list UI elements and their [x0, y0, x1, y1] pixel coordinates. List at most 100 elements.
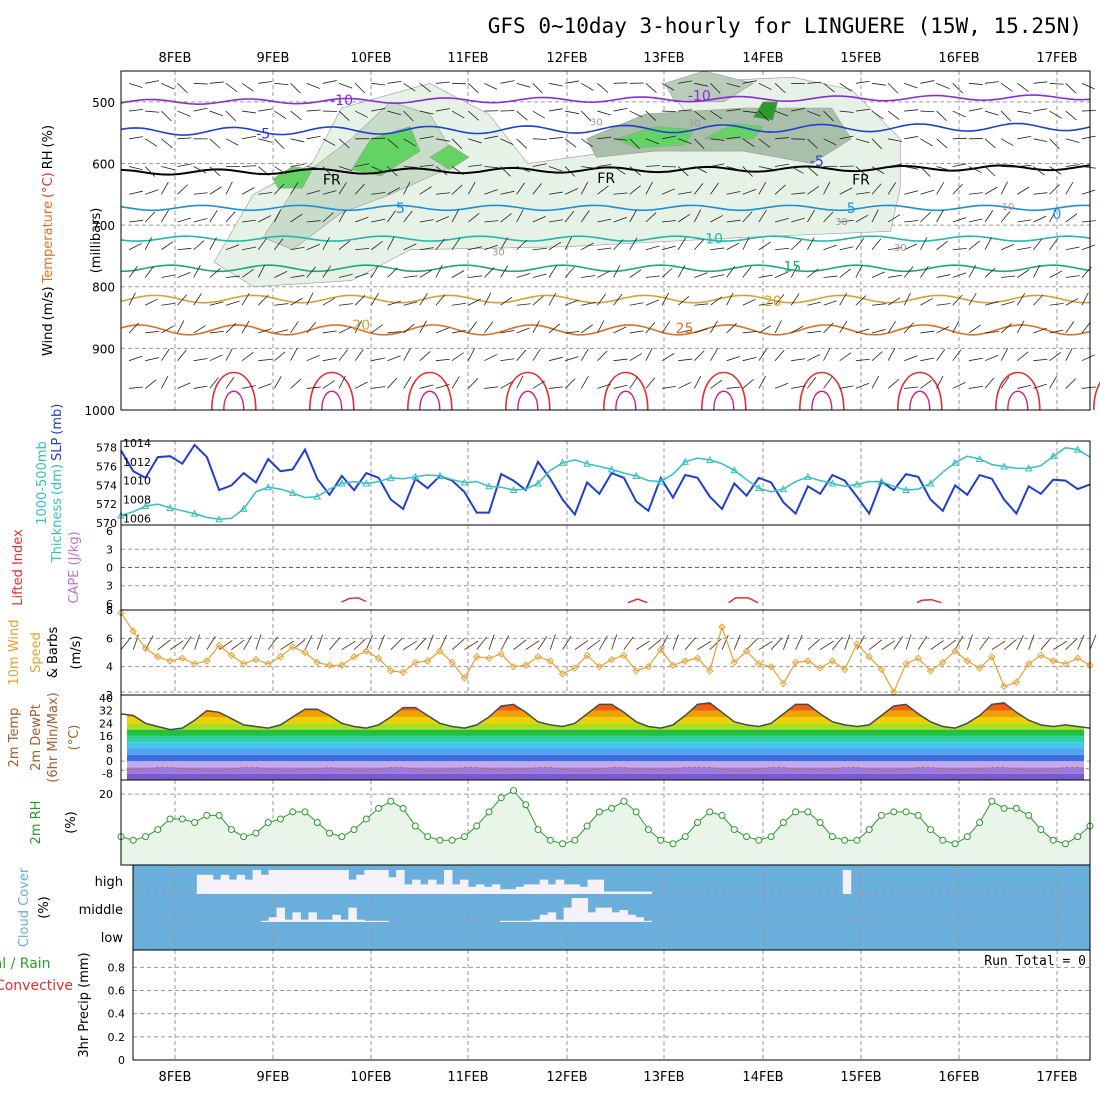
wind-speed-marker: [448, 658, 456, 667]
wind-barb: [564, 299, 579, 306]
wind-barb: [920, 80, 935, 84]
wind-barb: [390, 638, 403, 650]
thickness-marker: [754, 484, 763, 492]
wind-barb: [726, 82, 741, 88]
wind-barb: [451, 352, 464, 362]
wind-barb: [979, 636, 990, 650]
wind-barb: [597, 185, 609, 195]
contour-label: 10: [705, 232, 723, 248]
rh-marker: [129, 836, 137, 844]
wind-barb: [920, 189, 934, 195]
wind-barb: [193, 107, 208, 112]
wind-barb: [903, 322, 914, 334]
wind-barb: [258, 328, 272, 334]
date-label-top: 16FEB: [938, 51, 979, 66]
cloud-cover-bar: [491, 884, 501, 894]
thickness-marker: [681, 457, 690, 465]
wind-barb: [1000, 110, 1012, 122]
wind-barb: [1065, 321, 1075, 334]
wind-barb: [597, 136, 612, 140]
wind-barb: [435, 358, 450, 362]
wind-barb: [968, 107, 983, 112]
wind-barb: [451, 166, 464, 176]
wind-barb: [468, 138, 482, 144]
wind-barb: [694, 272, 708, 278]
wind-barb: [726, 166, 741, 171]
ylabel-text: (°C): [67, 725, 82, 751]
wind-barb: [710, 182, 719, 195]
wind-barb: [548, 191, 563, 195]
wind-barb: [484, 220, 499, 223]
wind-barb: [758, 325, 772, 334]
wind-barb: [128, 322, 140, 334]
lifted-index-line: [728, 597, 759, 604]
wind-barb: [1000, 348, 1009, 361]
wind-barb: [1033, 294, 1044, 306]
wind-barb: [242, 165, 257, 167]
wind-speed-marker: [485, 654, 493, 662]
wind-barb: [1033, 138, 1048, 143]
wind-barb: [516, 110, 528, 121]
ylabel-part: Temperature: [41, 201, 56, 284]
wind-barb: [613, 239, 624, 251]
wind-barb: [613, 138, 628, 141]
wind-barb: [516, 273, 531, 278]
wind-barb: [225, 275, 240, 278]
cloud-cover-bar: [268, 917, 278, 922]
wind-barb: [193, 218, 208, 223]
wind-barb: [904, 136, 919, 140]
wind-barb: [403, 323, 415, 334]
wind-barb: [322, 380, 335, 389]
cloud-cover-bar: [204, 874, 214, 894]
wind-barb: [758, 181, 767, 195]
wind-barb: [1049, 82, 1064, 85]
wind-barb: [467, 83, 479, 94]
wind-barb: [645, 83, 657, 93]
temp-tick-label: -8: [102, 768, 113, 781]
wind-barb: [903, 266, 914, 278]
wind-speed-marker: [767, 662, 775, 671]
wind-barb: [1049, 209, 1057, 223]
wind-barb: [435, 384, 450, 389]
wind-speed-marker: [264, 660, 272, 668]
thickness-tick-label: 576: [96, 461, 117, 474]
rh-marker: [755, 836, 763, 844]
wind-barb: [516, 209, 524, 223]
wind-barb: [243, 635, 253, 650]
wind-barb: [565, 331, 580, 334]
wind-barb: [629, 138, 640, 149]
wind-barb: [936, 240, 948, 251]
wind-barb: [936, 274, 951, 278]
cloud-cover-bar: [467, 886, 477, 894]
wind-barb: [1081, 109, 1096, 112]
wind-barb: [464, 640, 479, 651]
wind-speed-marker: [289, 643, 297, 651]
wind-barb: [839, 110, 854, 113]
temp-ylabel: 2m DewPt: [29, 704, 44, 771]
cloud-cover-bar: [507, 889, 517, 894]
wind-barb: [645, 377, 656, 389]
wind-barb: [177, 163, 192, 167]
wind-barb: [758, 209, 767, 223]
cloud-cover-bar: [348, 907, 357, 922]
wind-barb: [258, 358, 273, 362]
wind-barb: [387, 166, 398, 177]
cloud-cover-bar: [364, 870, 373, 894]
wind-barb: [419, 110, 434, 115]
wind-barb: [823, 322, 834, 334]
wind-barb: [537, 636, 548, 650]
wind-speed-marker: [276, 653, 285, 661]
wind-barb: [678, 191, 693, 195]
wind-barb: [403, 376, 412, 389]
wind-barb: [258, 108, 273, 112]
wind-barb: [775, 137, 790, 140]
wind-barb: [500, 635, 510, 650]
wind-barb: [209, 354, 223, 362]
wind-barb: [920, 357, 935, 362]
wind-barb: [871, 303, 886, 306]
wind-barb: [231, 639, 245, 651]
wind-speed-marker: [129, 627, 137, 635]
wind-barb: [952, 83, 963, 94]
wind-barb: [1065, 348, 1073, 361]
wind-barb: [387, 80, 402, 84]
